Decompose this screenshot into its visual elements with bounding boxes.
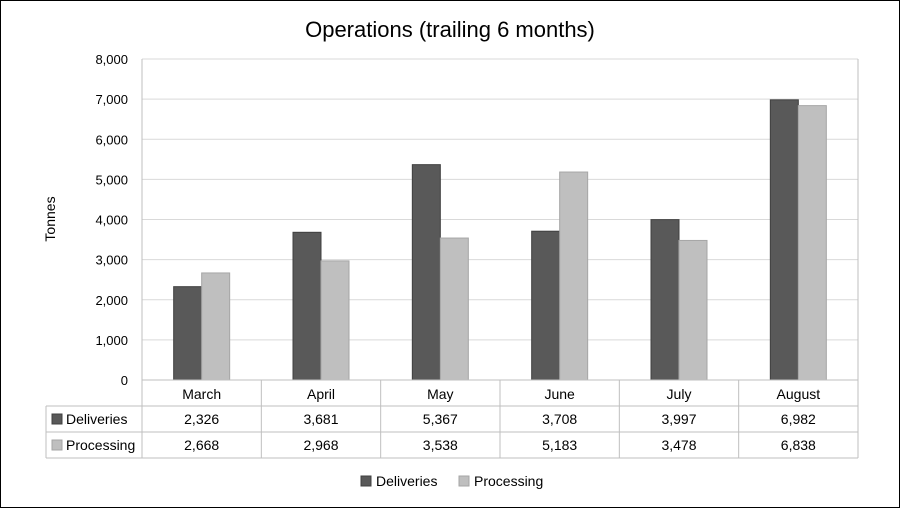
x-tick-label: June <box>544 386 575 402</box>
data-label: 6,982 <box>781 411 816 427</box>
x-tick-label: March <box>182 386 221 402</box>
x-tick-label: April <box>307 386 335 402</box>
data-label: 3,478 <box>661 437 696 453</box>
x-tick-label: July <box>667 386 692 402</box>
data-label: 2,968 <box>303 437 338 453</box>
y-tick-label: 4,000 <box>95 213 128 228</box>
bar-processing-july <box>678 239 708 381</box>
bar-deliveries-july <box>650 219 680 381</box>
bar-processing-august <box>797 105 827 381</box>
y-axis-ticks: 0 1,000 2,000 3,000 4,000 5,000 6,000 7,000 8,00… <box>95 52 128 388</box>
x-tick-label: May <box>427 386 453 402</box>
data-label: 2,326 <box>184 411 219 427</box>
gridlines <box>141 58 859 381</box>
data-label: 3,997 <box>661 411 696 427</box>
y-tick-label: 6,000 <box>95 132 128 147</box>
bar-deliveries-march <box>173 286 203 381</box>
bar-processing-april <box>320 260 350 381</box>
y-tick-label: 5,000 <box>95 172 128 187</box>
y-axis-title: Tonnes <box>42 196 58 241</box>
legend-swatch <box>360 475 372 487</box>
legend: Deliveries Processing <box>360 473 543 489</box>
data-table: March April May June July August Deliveries 2,3… <box>45 379 859 459</box>
chart-title: Operations (trailing 6 months) <box>305 17 595 42</box>
data-label: 3,538 <box>423 437 458 453</box>
y-tick-label: 2,000 <box>95 293 128 308</box>
data-label: 6,838 <box>781 437 816 453</box>
bar-deliveries-june <box>531 230 561 381</box>
bar-processing-may <box>439 237 469 381</box>
legend-label: Deliveries <box>376 473 437 489</box>
table-series-key <box>51 439 63 451</box>
y-tick-label: 0 <box>121 373 128 388</box>
y-tick-label: 1,000 <box>95 333 128 348</box>
y-tick-label: 7,000 <box>95 92 128 107</box>
y-tick-label: 3,000 <box>95 253 128 268</box>
data-label: 3,708 <box>542 411 577 427</box>
table-series-name: Processing <box>66 437 135 453</box>
legend-swatch <box>458 475 470 487</box>
bar-processing-june <box>559 171 589 381</box>
table-series-name: Deliveries <box>66 411 127 427</box>
table-series-key <box>51 413 63 425</box>
bar-deliveries-april <box>292 231 322 381</box>
bar-deliveries-august <box>769 99 799 381</box>
bar-processing-march <box>201 272 231 381</box>
bars <box>173 99 827 381</box>
legend-label: Processing <box>474 473 543 489</box>
data-label: 3,681 <box>303 411 338 427</box>
x-tick-label: August <box>777 386 821 402</box>
y-tick-label: 8,000 <box>95 52 128 67</box>
data-label: 5,367 <box>423 411 458 427</box>
data-label: 5,183 <box>542 437 577 453</box>
bar-deliveries-may <box>411 164 441 381</box>
data-label: 2,668 <box>184 437 219 453</box>
